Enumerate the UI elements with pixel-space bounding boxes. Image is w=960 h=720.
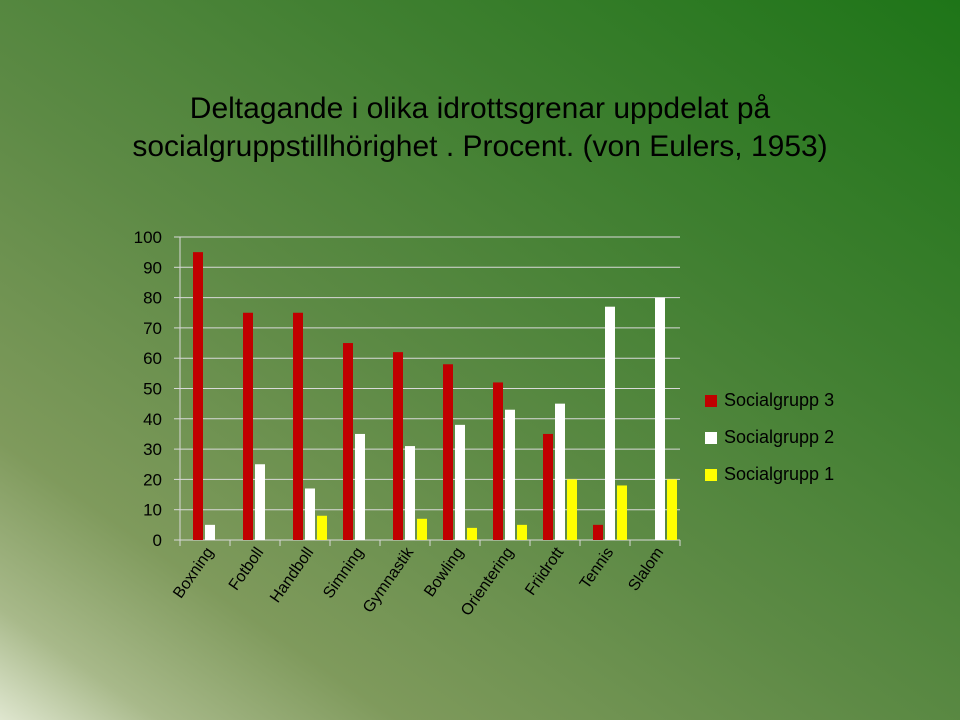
legend-label: Socialgrupp 3 xyxy=(724,390,835,410)
bar-socialgrupp-2-friidrott xyxy=(555,403,565,540)
y-tick-label: 80 xyxy=(143,289,162,308)
bar-socialgrupp-1-friidrott xyxy=(567,479,577,540)
bar-socialgrupp-2-gymnastik xyxy=(405,446,415,540)
y-tick-label: 70 xyxy=(143,319,162,338)
y-tick-label: 100 xyxy=(134,228,162,247)
y-tick-label: 40 xyxy=(143,410,162,429)
y-tick-label: 50 xyxy=(143,380,162,399)
x-category-label: Boxning xyxy=(170,545,217,602)
legend-swatch xyxy=(705,431,717,444)
slide-title: Deltagande i olika idrottsgrenar uppdela… xyxy=(130,90,830,166)
bar-socialgrupp-1-handboll xyxy=(317,515,327,540)
bar-socialgrupp-3-bowling xyxy=(443,364,453,540)
y-tick-label: 10 xyxy=(143,501,162,520)
bar-socialgrupp-2-slalom xyxy=(655,297,665,540)
bar-socialgrupp-1-slalom xyxy=(667,479,677,540)
x-category-label: Fotboll xyxy=(226,545,267,594)
x-category-label: Gymnastik xyxy=(360,544,418,616)
title-line-2: socialgruppstillhörighet . Procent. (von… xyxy=(132,130,828,163)
x-category-label: Tennis xyxy=(577,545,617,593)
bar-socialgrupp-3-fotboll xyxy=(243,312,253,540)
legend-label: Socialgrupp 1 xyxy=(724,464,835,484)
y-tick-label: 20 xyxy=(143,470,162,489)
bar-socialgrupp-2-orientering xyxy=(505,409,515,540)
x-category-label: Simning xyxy=(320,545,367,602)
bar-socialgrupp-2-handboll xyxy=(305,488,315,540)
chart-legend: Socialgrupp 3 Socialgrupp 2 Socialgrupp 1 xyxy=(705,382,834,493)
x-category-label: Bowling xyxy=(421,545,467,601)
legend-item: Socialgrupp 1 xyxy=(705,456,834,493)
x-category-label: Orientering xyxy=(458,545,517,620)
x-category-label: Friidrott xyxy=(522,544,567,599)
y-tick-label: 90 xyxy=(143,258,162,277)
legend-label: Socialgrupp 2 xyxy=(724,427,835,447)
bar-socialgrupp-1-bowling xyxy=(467,527,477,540)
bar-socialgrupp-3-orientering xyxy=(493,382,503,540)
bar-socialgrupp-3-gymnastik xyxy=(393,352,403,540)
x-category-label: Handboll xyxy=(267,545,317,606)
y-tick-label: 0 xyxy=(153,531,162,550)
bar-socialgrupp-2-bowling xyxy=(455,424,465,540)
legend-swatch xyxy=(705,394,717,407)
bar-socialgrupp-3-handboll xyxy=(293,312,303,540)
x-category-label: Slalom xyxy=(625,545,667,595)
legend-swatch xyxy=(705,468,717,481)
bar-socialgrupp-2-fotboll xyxy=(255,464,265,540)
legend-item: Socialgrupp 3 xyxy=(705,382,834,419)
legend-item: Socialgrupp 2 xyxy=(705,419,834,456)
bar-socialgrupp-1-tennis xyxy=(617,485,627,540)
bar-socialgrupp-3-tennis xyxy=(593,524,603,540)
bar-socialgrupp-3-boxning xyxy=(193,252,203,540)
bar-socialgrupp-3-friidrott xyxy=(543,433,553,540)
bar-socialgrupp-2-simning xyxy=(355,433,365,540)
bar-socialgrupp-2-boxning xyxy=(205,524,215,540)
y-tick-label: 60 xyxy=(143,349,162,368)
bar-socialgrupp-2-tennis xyxy=(605,306,615,540)
bar-socialgrupp-1-gymnastik xyxy=(417,518,427,540)
bar-socialgrupp-1-orientering xyxy=(517,524,527,540)
bar-socialgrupp-3-simning xyxy=(343,343,353,540)
title-line-1: Deltagande i olika idrottsgrenar uppdela… xyxy=(189,92,771,125)
y-tick-label: 30 xyxy=(143,440,162,459)
